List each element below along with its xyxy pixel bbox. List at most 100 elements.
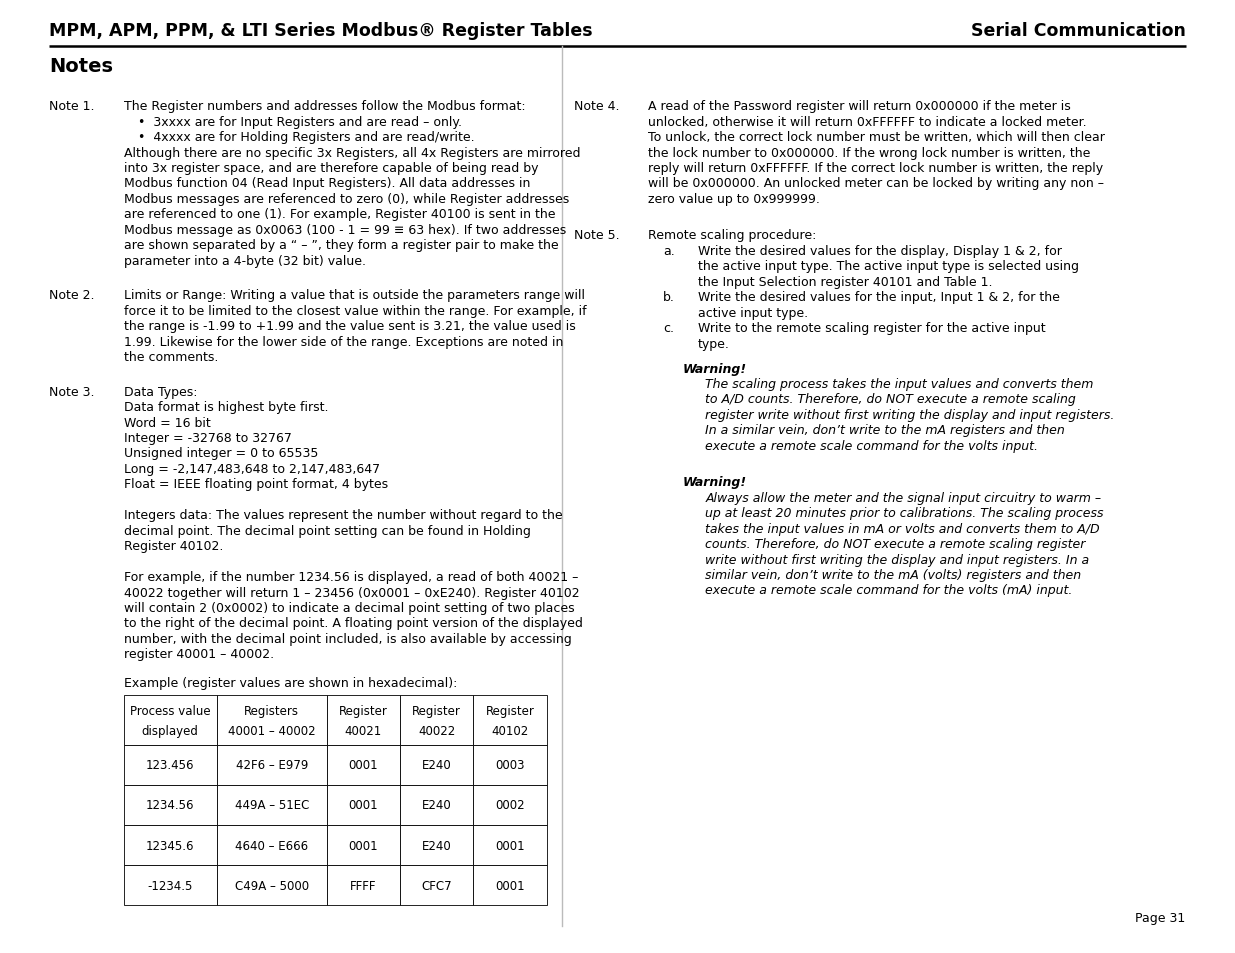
Text: The Register numbers and addresses follow the Modbus format:: The Register numbers and addresses follo… <box>124 100 525 113</box>
Text: Always allow the meter and the signal input circuitry to warm –: Always allow the meter and the signal in… <box>705 491 1102 504</box>
Text: Register: Register <box>412 704 461 718</box>
Text: Registers: Registers <box>245 704 299 718</box>
Text: to the right of the decimal point. A floating point version of the displayed: to the right of the decimal point. A flo… <box>124 617 583 630</box>
Bar <box>216 696 327 745</box>
Text: a.: a. <box>663 245 676 257</box>
Text: Serial Communication: Serial Communication <box>971 22 1186 40</box>
Text: the comments.: the comments. <box>124 351 217 364</box>
Bar <box>216 745 327 785</box>
Text: are shown separated by a “ – ”, they form a register pair to make the: are shown separated by a “ – ”, they for… <box>124 239 558 252</box>
Text: The scaling process takes the input values and converts them: The scaling process takes the input valu… <box>705 377 1093 391</box>
Text: 0001: 0001 <box>348 759 378 772</box>
Text: decimal point. The decimal point setting can be found in Holding: decimal point. The decimal point setting… <box>124 524 530 537</box>
Text: to A/D counts. Therefore, do NOT execute a remote scaling: to A/D counts. Therefore, do NOT execute… <box>705 393 1076 406</box>
Text: Note 1.: Note 1. <box>49 100 95 113</box>
Text: Long = -2,147,483,648 to 2,147,483,647: Long = -2,147,483,648 to 2,147,483,647 <box>124 462 379 476</box>
Text: counts. Therefore, do NOT execute a remote scaling register: counts. Therefore, do NOT execute a remo… <box>705 537 1086 551</box>
Bar <box>216 865 327 905</box>
Text: the range is -1.99 to +1.99 and the value sent is 3.21, the value used is: the range is -1.99 to +1.99 and the valu… <box>124 320 576 333</box>
Text: up at least 20 minutes prior to calibrations. The scaling process: up at least 20 minutes prior to calibrat… <box>705 507 1104 519</box>
Text: Modbus function 04 (Read Input Registers). All data addresses in: Modbus function 04 (Read Input Registers… <box>124 177 530 191</box>
Text: Write to the remote scaling register for the active input: Write to the remote scaling register for… <box>698 322 1045 335</box>
Text: displayed: displayed <box>142 724 199 738</box>
Text: force it to be limited to the closest value within the range. For example, if: force it to be limited to the closest va… <box>124 304 587 317</box>
Text: E240: E240 <box>422 799 452 812</box>
Text: 40022 together will return 1 – 23456 (0x0001 – 0xE240). Register 40102: 40022 together will return 1 – 23456 (0x… <box>124 586 579 598</box>
Text: are referenced to one (1). For example, Register 40100 is sent in the: are referenced to one (1). For example, … <box>124 208 555 221</box>
Text: Data Types:: Data Types: <box>124 385 198 398</box>
Bar <box>327 865 400 905</box>
Text: 0001: 0001 <box>348 839 378 852</box>
Text: Data format is highest byte first.: Data format is highest byte first. <box>124 400 329 414</box>
Text: Float = IEEE floating point format, 4 bytes: Float = IEEE floating point format, 4 by… <box>124 477 388 491</box>
Bar <box>216 785 327 825</box>
Text: the lock number to 0x000000. If the wrong lock number is written, the: the lock number to 0x000000. If the wron… <box>648 147 1091 159</box>
Text: A read of the Password register will return 0x000000 if the meter is: A read of the Password register will ret… <box>648 100 1071 113</box>
Text: Note 2.: Note 2. <box>49 289 95 302</box>
Text: 0003: 0003 <box>495 759 525 772</box>
Text: execute a remote scale command for the volts (mA) input.: execute a remote scale command for the v… <box>705 584 1072 597</box>
Text: 40102: 40102 <box>492 724 529 738</box>
Text: the active input type. The active input type is selected using: the active input type. The active input … <box>698 260 1079 273</box>
Bar <box>473 825 547 865</box>
Text: Notes: Notes <box>49 57 114 76</box>
Text: type.: type. <box>698 337 730 350</box>
Text: 123.456: 123.456 <box>146 759 194 772</box>
Text: •  4xxxx are for Holding Registers and are read/write.: • 4xxxx are for Holding Registers and ar… <box>138 131 475 144</box>
Text: 449A – 51EC: 449A – 51EC <box>235 799 309 812</box>
Text: Note 4.: Note 4. <box>574 100 620 113</box>
Bar <box>124 865 216 905</box>
Text: Modbus messages are referenced to zero (0), while Register addresses: Modbus messages are referenced to zero (… <box>124 193 569 206</box>
Text: zero value up to 0x999999.: zero value up to 0x999999. <box>648 193 820 206</box>
Text: Word = 16 bit: Word = 16 bit <box>124 416 210 429</box>
Text: Write the desired values for the display, Display 1 & 2, for: Write the desired values for the display… <box>698 245 1062 257</box>
Bar <box>124 696 216 745</box>
Bar <box>327 745 400 785</box>
Bar <box>216 825 327 865</box>
Text: Integers data: The values represent the number without regard to the: Integers data: The values represent the … <box>124 509 562 521</box>
Text: parameter into a 4-byte (32 bit) value.: parameter into a 4-byte (32 bit) value. <box>124 254 366 268</box>
Text: •  3xxxx are for Input Registers and are read – only.: • 3xxxx are for Input Registers and are … <box>138 115 462 129</box>
Text: 40022: 40022 <box>419 724 456 738</box>
Bar <box>473 785 547 825</box>
Text: Remote scaling procedure:: Remote scaling procedure: <box>648 229 816 242</box>
Text: MPM, APM, PPM, & LTI Series Modbus® Register Tables: MPM, APM, PPM, & LTI Series Modbus® Regi… <box>49 22 593 40</box>
Bar <box>327 825 400 865</box>
Text: Register 40102.: Register 40102. <box>124 539 222 553</box>
Text: Although there are no specific 3x Registers, all 4x Registers are mirrored: Although there are no specific 3x Regist… <box>124 147 580 159</box>
Text: For example, if the number 1234.56 is displayed, a read of both 40021 –: For example, if the number 1234.56 is di… <box>124 571 578 583</box>
Bar <box>124 785 216 825</box>
Text: Note 3.: Note 3. <box>49 385 95 398</box>
Text: active input type.: active input type. <box>698 306 808 319</box>
Text: Unsigned integer = 0 to 65535: Unsigned integer = 0 to 65535 <box>124 447 317 460</box>
Text: b.: b. <box>663 291 676 304</box>
Text: 40021: 40021 <box>345 724 382 738</box>
Bar <box>400 785 473 825</box>
Text: register 40001 – 40002.: register 40001 – 40002. <box>124 648 274 660</box>
Text: 0001: 0001 <box>495 839 525 852</box>
Bar <box>124 825 216 865</box>
Bar <box>400 865 473 905</box>
Text: reply will return 0xFFFFFF. If the correct lock number is written, the reply: reply will return 0xFFFFFF. If the corre… <box>648 162 1104 174</box>
Text: Example (register values are shown in hexadecimal):: Example (register values are shown in he… <box>124 677 457 689</box>
Text: Warning!: Warning! <box>683 476 747 489</box>
Text: c.: c. <box>663 322 674 335</box>
Text: FFFF: FFFF <box>351 879 377 892</box>
Text: CFC7: CFC7 <box>421 879 452 892</box>
Text: Write the desired values for the input, Input 1 & 2, for the: Write the desired values for the input, … <box>698 291 1060 304</box>
Text: Note 5.: Note 5. <box>574 229 620 242</box>
Bar <box>400 696 473 745</box>
Text: will be 0x000000. An unlocked meter can be locked by writing any non –: will be 0x000000. An unlocked meter can … <box>648 177 1104 191</box>
Text: Register: Register <box>340 704 388 718</box>
Text: will contain 2 (0x0002) to indicate a decimal point setting of two places: will contain 2 (0x0002) to indicate a de… <box>124 601 574 615</box>
Text: 12345.6: 12345.6 <box>146 839 194 852</box>
Text: 1.99. Likewise for the lower side of the range. Exceptions are noted in: 1.99. Likewise for the lower side of the… <box>124 335 563 348</box>
Text: into 3x register space, and are therefore capable of being read by: into 3x register space, and are therefor… <box>124 162 538 174</box>
Bar <box>473 745 547 785</box>
Text: -1234.5: -1234.5 <box>147 879 193 892</box>
Text: Modbus message as 0x0063 (100 - 1 = 99 ≡ 63 hex). If two addresses: Modbus message as 0x0063 (100 - 1 = 99 ≡… <box>124 224 566 236</box>
Bar <box>327 785 400 825</box>
Text: E240: E240 <box>422 759 452 772</box>
Text: Register: Register <box>485 704 535 718</box>
Text: 40001 – 40002: 40001 – 40002 <box>228 724 316 738</box>
